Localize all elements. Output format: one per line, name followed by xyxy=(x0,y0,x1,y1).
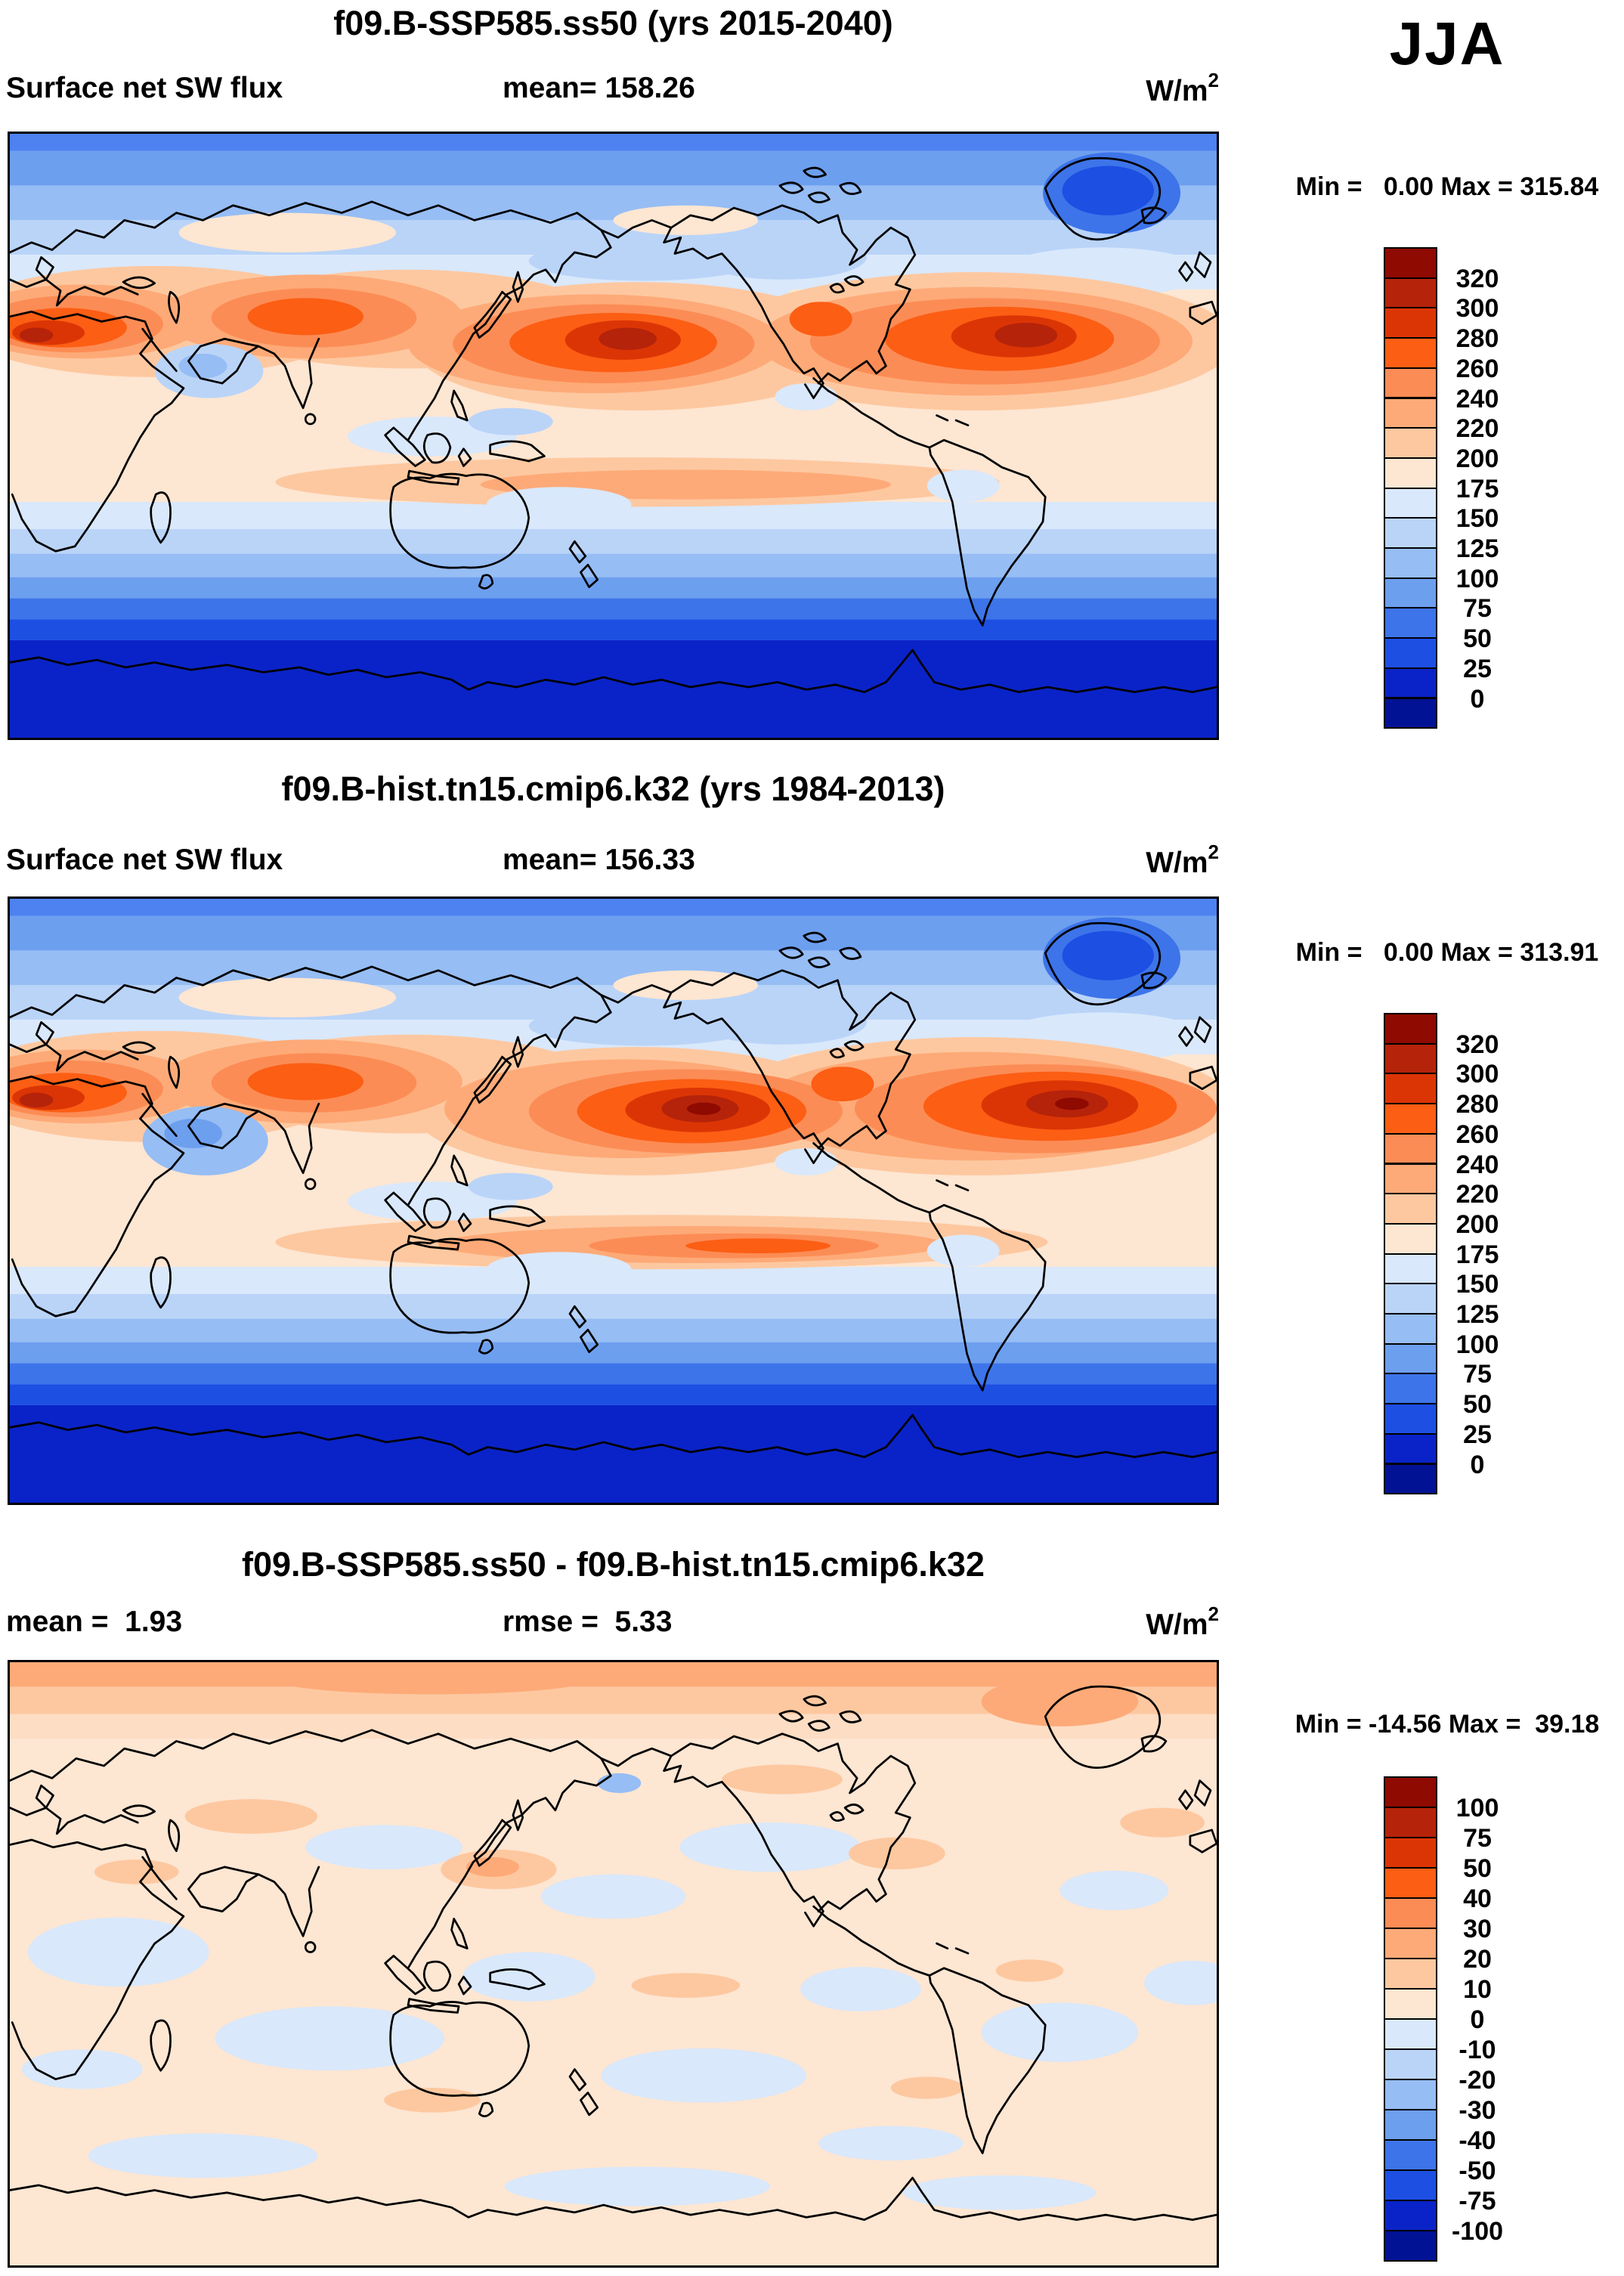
panel3-rmse-value: rmse = 5.33 xyxy=(503,1606,673,1638)
colorbar-tick-label: 175 xyxy=(1455,474,1499,503)
colorbar-cell xyxy=(1384,247,1437,279)
colorbar-tick-label: 260 xyxy=(1455,354,1499,383)
panel3-minmax: Min = -14.56 Max = 39.18 xyxy=(1295,1710,1600,1739)
colorbar-cell xyxy=(1384,427,1437,459)
colorbar-tick-label: 240 xyxy=(1455,1150,1499,1179)
colorbar-tick-label: 100 xyxy=(1455,564,1499,593)
colorbar-cell xyxy=(1384,2018,1437,2050)
colorbar-tick-label: -75 xyxy=(1459,2187,1496,2216)
colorbar-tick-label: 150 xyxy=(1455,504,1499,534)
colorbar-tick-label: 320 xyxy=(1455,1030,1499,1059)
colorbar-cell xyxy=(1384,1403,1437,1435)
colorbar-cell xyxy=(1384,1193,1437,1225)
colorbar-tick-label: 75 xyxy=(1463,594,1492,624)
colorbar-tick-label: 50 xyxy=(1463,624,1492,654)
colorbar-tick-label: -30 xyxy=(1459,2096,1496,2125)
panel3-title: f09.B-SSP585.ss50 - f09.B-hist.tn15.cmip… xyxy=(242,1545,985,1584)
colorbar-tick-label: 100 xyxy=(1455,1330,1499,1359)
colorbar-cell xyxy=(1384,1283,1437,1315)
panel2-variable-label: Surface net SW flux xyxy=(6,844,283,876)
colorbar-tick-label: 220 xyxy=(1455,1180,1499,1209)
panel1-colorbar: 320 300 280 260 240 220 200 175 150 125 100 75 50 25 0 xyxy=(1384,247,1499,730)
panel2-title: f09.B-hist.tn15.cmip6.k32 (yrs 1984-2013… xyxy=(281,770,945,808)
panel2-mean-value: mean= 156.33 xyxy=(503,844,695,876)
colorbar-tick-label: 300 xyxy=(1455,294,1499,324)
colorbar-cell xyxy=(1384,1837,1437,1869)
panel1-units-label: W/m2 xyxy=(1146,69,1219,107)
panel2-map-svg xyxy=(10,899,1217,1503)
colorbar-tick-label: 260 xyxy=(1455,1119,1499,1149)
colorbar-tick-label: 30 xyxy=(1463,1915,1492,1943)
panel2-colorbar: 320 300 280 260 240 220 200 175 150 125 100 75 50 25 0 xyxy=(1384,1013,1499,1496)
colorbar-tick-label: 0 xyxy=(1470,1450,1485,1479)
colorbar-tick-label: 280 xyxy=(1455,1090,1499,1119)
colorbar-cell xyxy=(1384,1013,1437,1045)
colorbar-tick-label: 50 xyxy=(1463,1854,1492,1883)
panel1-minmax: Min = 0.00 Max = 315.84 xyxy=(1295,172,1599,201)
panel2-map xyxy=(8,896,1219,1505)
colorbar-tick-label: 75 xyxy=(1463,1360,1492,1389)
panel2-units-label: W/m2 xyxy=(1146,841,1219,879)
colorbar-tick-label: 280 xyxy=(1455,324,1499,354)
season-label: JJA xyxy=(1389,10,1505,77)
colorbar-tick-label: 0 xyxy=(1470,684,1485,714)
colorbar-tick-label: 0 xyxy=(1470,2005,1485,2034)
colorbar-cell xyxy=(1384,1867,1437,1899)
panel2-contours xyxy=(10,899,1217,1503)
colorbar-tick-label: 125 xyxy=(1455,534,1499,563)
colorbar-tick-label: -10 xyxy=(1459,2036,1496,2064)
colorbar-tick-label: 200 xyxy=(1455,444,1499,473)
colorbar-tick-label: 100 xyxy=(1455,1794,1499,1822)
colorbar-tick-label: 25 xyxy=(1463,654,1492,683)
colorbar-tick-label: -50 xyxy=(1459,2157,1496,2185)
colorbar-cell xyxy=(1384,697,1437,729)
colorbar-tick-label: 175 xyxy=(1455,1240,1499,1269)
panel1-title: f09.B-SSP585.ss50 (yrs 2015-2040) xyxy=(333,4,893,42)
colorbar-tick-label: 125 xyxy=(1455,1300,1499,1329)
colorbar-cell xyxy=(1384,1807,1437,1838)
colorbar-cell xyxy=(1384,1342,1437,1375)
panel3-contours xyxy=(10,1662,1217,2265)
colorbar-tick-label: 150 xyxy=(1455,1270,1499,1299)
panel1-mean-value: mean= 158.26 xyxy=(503,72,695,104)
colorbar-tick-label: 20 xyxy=(1463,1945,1492,1974)
colorbar-tick-label: 25 xyxy=(1463,1420,1492,1449)
colorbar-cell xyxy=(1384,1313,1437,1345)
panel3-map-svg xyxy=(10,1662,1217,2265)
panel1-map xyxy=(8,132,1219,740)
colorbar-cell xyxy=(1384,637,1437,669)
colorbar-tick-label: 200 xyxy=(1455,1209,1499,1239)
colorbar-tick-label: 75 xyxy=(1463,1824,1492,1853)
panel3-colorbar: 100 75 50 40 30 20 10 0 -10 -20 -30 -40 -50 -75 -100 xyxy=(1384,1776,1503,2263)
colorbar-cell xyxy=(1384,1253,1437,1285)
colorbar-tick-label: 320 xyxy=(1455,264,1499,293)
panel3-mean-value: mean = 1.93 xyxy=(6,1606,183,1638)
colorbar-tick-label: 300 xyxy=(1455,1060,1499,1089)
colorbar-cell xyxy=(1384,577,1437,609)
colorbar-tick-label: 220 xyxy=(1455,414,1499,444)
panel1-variable-label: Surface net SW flux xyxy=(6,72,283,104)
colorbar-tick-label: 240 xyxy=(1455,384,1499,413)
colorbar-cell xyxy=(1384,1132,1437,1165)
colorbar-tick-label: 40 xyxy=(1463,1884,1492,1913)
colorbar-tick-label: -20 xyxy=(1459,2066,1496,2095)
colorbar-cell xyxy=(1384,1928,1437,1959)
panel1-map-svg xyxy=(10,134,1217,738)
colorbar-cell xyxy=(1384,277,1437,309)
colorbar-tick-label: -100 xyxy=(1451,2217,1504,2246)
panel1-contours xyxy=(10,134,1217,738)
colorbar-cell xyxy=(1384,2169,1437,2201)
panel3-units-label: W/m2 xyxy=(1146,1602,1219,1641)
colorbar-tick-label: 50 xyxy=(1463,1390,1492,1420)
colorbar-tick-label: 10 xyxy=(1463,1975,1492,2004)
colorbar-cell xyxy=(1384,2230,1437,2262)
colorbar-cell xyxy=(1384,1897,1437,1929)
colorbar-cell xyxy=(1384,1432,1437,1465)
colorbar-cell xyxy=(1384,1073,1437,1105)
colorbar-cell xyxy=(1384,1463,1437,1495)
panel2-minmax: Min = 0.00 Max = 313.91 xyxy=(1295,938,1599,967)
panel3-map xyxy=(8,1660,1219,2268)
colorbar-tick-label: -40 xyxy=(1459,2126,1496,2155)
